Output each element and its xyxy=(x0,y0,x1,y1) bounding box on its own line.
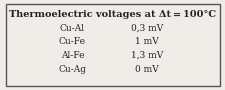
Text: Cu-Fe: Cu-Fe xyxy=(58,38,86,47)
Text: Cu-Ag: Cu-Ag xyxy=(58,65,86,74)
Text: Al-Fe: Al-Fe xyxy=(60,51,84,60)
Text: 1 mV: 1 mV xyxy=(134,38,158,47)
Text: 0,3 mV: 0,3 mV xyxy=(130,24,162,33)
Text: 1,3 mV: 1,3 mV xyxy=(130,51,162,60)
Text: Cu-Al: Cu-Al xyxy=(60,24,84,33)
Text: 0 mV: 0 mV xyxy=(134,65,158,74)
Text: Thermoelectric voltages at Δt = 100°C: Thermoelectric voltages at Δt = 100°C xyxy=(9,10,216,19)
